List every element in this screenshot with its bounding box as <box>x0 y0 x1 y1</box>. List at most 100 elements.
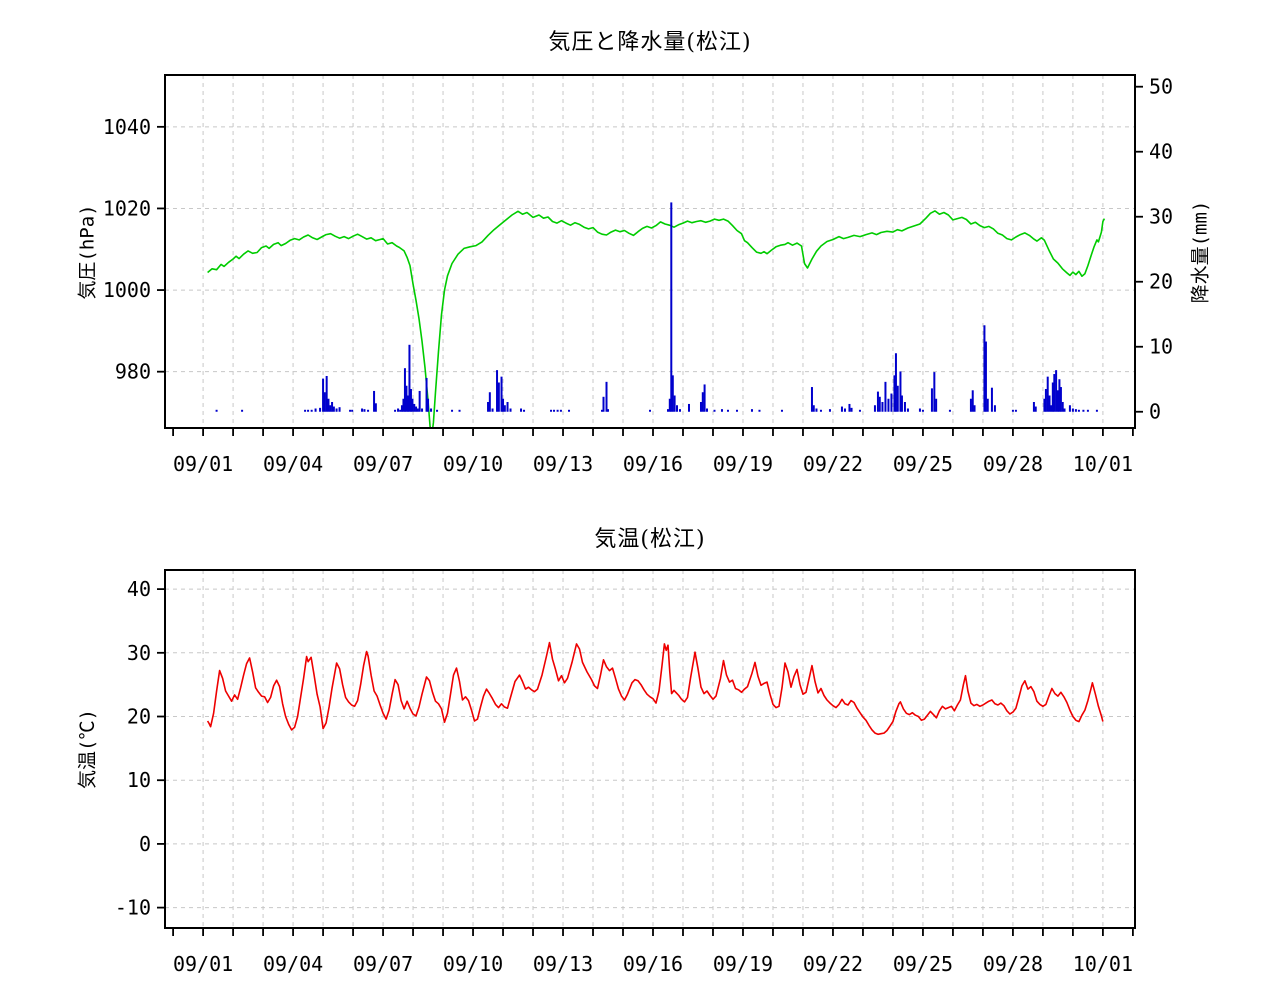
precipitation-bar <box>1032 401 1035 412</box>
precipitation-bar <box>858 409 861 412</box>
precipitation-bar <box>918 408 921 412</box>
precipitation-bar <box>409 388 412 412</box>
x-tick-label: 09/13 <box>533 452 593 476</box>
precipitation-bar <box>973 405 976 412</box>
precipitation-bar <box>408 344 411 412</box>
precipitation-bar <box>1077 409 1080 412</box>
y-tick-label-left: 980 <box>115 360 151 384</box>
x-tick-label: 09/01 <box>173 952 233 976</box>
precipitation-bar <box>418 390 421 412</box>
precipitation-bar <box>1051 382 1054 412</box>
precipitation-bar <box>397 408 400 412</box>
precipitation-bar <box>550 409 553 412</box>
precipitation-bar <box>1063 408 1066 412</box>
precipitation-bar <box>394 409 397 412</box>
precipitation-bar <box>675 405 678 412</box>
precipitation-bar <box>906 408 909 412</box>
precipitation-bar <box>559 409 562 412</box>
precipitation-bar <box>971 390 974 412</box>
precipitation-bar <box>556 409 559 412</box>
x-tick-label: 09/19 <box>713 952 773 976</box>
precipitation-bar <box>1074 409 1077 412</box>
precipitation-bar <box>666 409 669 412</box>
precipitation-bar <box>327 398 330 412</box>
precipitation-bar <box>503 405 506 412</box>
precipitation-bar <box>873 405 876 412</box>
y-tick-label-right: 50 <box>1149 75 1173 99</box>
precipitation-bar <box>496 370 499 412</box>
precipitation-bar <box>1095 409 1098 412</box>
y-tick-label-left: 10 <box>127 768 151 792</box>
temperature-line <box>206 641 1104 736</box>
precipitation-bar <box>935 398 938 412</box>
precipitation-bar <box>1055 370 1058 412</box>
precipitation-bar <box>720 409 723 412</box>
precipitation-bar <box>1043 398 1046 412</box>
precipitation-bar <box>307 409 310 412</box>
precipitation-bar <box>487 401 490 412</box>
x-tick-label: 09/04 <box>263 952 323 976</box>
precipitation-bar <box>351 409 354 412</box>
precipitation-bar <box>349 409 352 412</box>
y-tick-label-right: 20 <box>1149 270 1173 294</box>
precipitation-bar <box>705 408 708 412</box>
precipitation-bar <box>491 408 494 412</box>
y-tick-label-right: 0 <box>1149 400 1161 424</box>
precipitation-bar <box>436 409 439 412</box>
precipitation-bar <box>984 341 987 412</box>
precipitation-bar <box>607 409 610 412</box>
x-tick-label: 09/07 <box>353 952 413 976</box>
y-tick-label-left: 1020 <box>103 196 151 220</box>
precipitation-bar <box>488 392 491 412</box>
precipitation-bar <box>735 409 738 412</box>
precipitation-bar <box>502 398 505 412</box>
precipitation-bar <box>520 408 523 412</box>
precipitation-bar <box>887 398 890 412</box>
y-tick-label-left: 30 <box>127 641 151 665</box>
precipitation-bar <box>399 409 402 412</box>
precipitation-bar <box>921 409 924 412</box>
precipitation-bar <box>241 409 244 412</box>
precipitation-bar <box>900 395 903 412</box>
precipitation-bar <box>843 408 846 412</box>
precipitation-bar <box>1061 401 1064 412</box>
temperature-axis-label: 気温(℃) <box>76 709 99 789</box>
precipitation-bar <box>405 385 408 412</box>
pressure-line <box>207 210 1106 428</box>
precipitation-bar <box>325 375 328 412</box>
precipitation-bar <box>884 381 887 412</box>
precipitation-bar <box>361 408 364 412</box>
precipitation-bar <box>1014 409 1017 412</box>
x-tick-label: 09/25 <box>893 952 953 976</box>
y-tick-label-right: 40 <box>1149 140 1173 164</box>
precipitation-bar <box>896 385 899 412</box>
precipitation-bar <box>310 409 313 412</box>
precipitation-bar <box>411 398 414 412</box>
precipitation-bar <box>840 406 843 412</box>
precipitation-bar <box>701 392 704 412</box>
plot-frame <box>164 74 1136 429</box>
precipitation-bar <box>948 409 951 412</box>
precipitation-bar <box>1053 374 1056 412</box>
precipitation-bar <box>649 409 651 412</box>
precipitation-bar <box>780 409 783 412</box>
precipitation-bar <box>425 377 428 412</box>
precipitation-bar <box>374 403 377 412</box>
x-tick-label: 09/28 <box>983 952 1043 976</box>
temperature-chart-title: 気温(松江) <box>594 527 706 552</box>
precipitation-bar <box>1082 409 1085 412</box>
x-tick-label: 09/22 <box>803 952 863 976</box>
precipitation-bar <box>319 407 322 412</box>
precipitation-bar <box>403 368 406 412</box>
precipitation-bar <box>1044 388 1047 412</box>
precipitation-bar <box>332 406 335 412</box>
precipitation-bar <box>314 408 317 412</box>
x-tick-label: 09/16 <box>623 952 683 976</box>
precipitation-bar <box>373 390 376 412</box>
precipitation-bar <box>1056 390 1059 412</box>
pressure-precip-chart-title: 気圧と降水量(松江) <box>548 30 752 55</box>
x-tick-label: 09/07 <box>353 452 413 476</box>
precipitation-bar <box>703 384 706 412</box>
